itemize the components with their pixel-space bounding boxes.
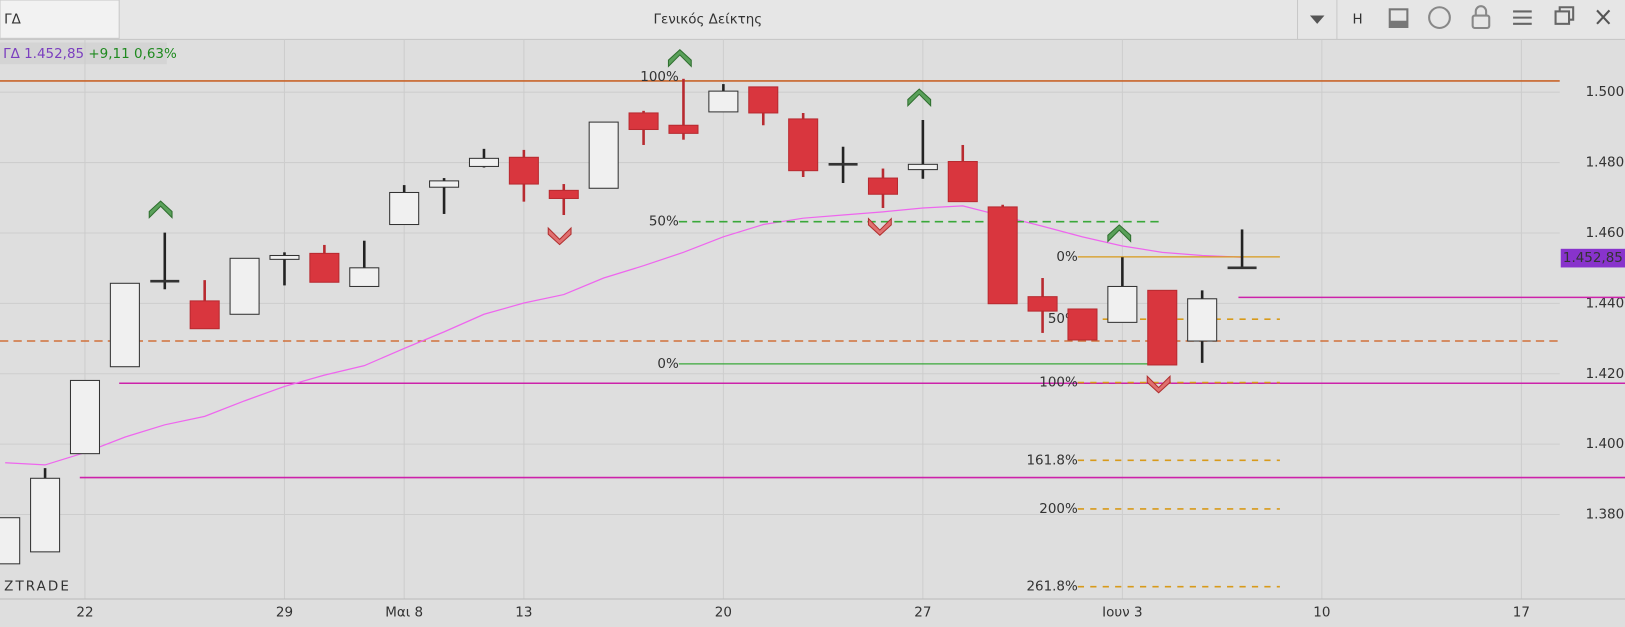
restore-icon-back [1558,6,1575,21]
candle-body [668,124,699,134]
signals [148,49,1171,394]
quote-icon[interactable] [1428,6,1451,30]
fib-label: 100% [640,69,679,85]
lock-shackle [1474,5,1488,16]
fib-label: 0% [657,356,679,372]
candle-body [907,163,938,171]
fib-label: 0% [1056,249,1078,265]
candle-body [69,379,101,455]
info-last: 1.452,85 [24,46,84,62]
buy-signal [148,200,173,219]
y-tick-label: 1.380 [1586,507,1625,523]
candle-body [1027,296,1058,312]
y-tick-label: 1.400 [1586,436,1625,452]
buy-signal [1107,224,1132,243]
info-line: ΓΔ 1.452,85 +9,11 0,63% [3,46,177,62]
candle-body [508,156,539,185]
price-tag-label: 1.452,85 [1563,250,1623,266]
candle-body [0,517,21,565]
candle-body [189,300,220,330]
panel-icon-fill [1389,20,1408,27]
menu-icon[interactable] [1513,10,1532,25]
fib-label: 100% [1039,375,1078,391]
candle-body [429,180,460,188]
y-tick-label: 1.440 [1586,295,1625,311]
candle-body [947,160,978,203]
dropdown[interactable] [1309,15,1325,24]
candle-body [229,257,260,315]
title-bar [0,0,1625,40]
candle-body [1107,285,1138,323]
sell-signal [1146,374,1171,394]
sell-signal [867,217,892,236]
candle-body [468,157,500,167]
info-box [0,42,167,65]
candle-body [867,177,898,195]
candle-body [309,252,340,283]
fib-label: 200% [1039,501,1078,517]
candle-body [30,477,61,553]
mode-button[interactable]: H [1353,12,1363,28]
x-tick-label: Ιουν 3 [1102,604,1142,620]
y-tick-label: 1.460 [1586,225,1625,241]
candle-body [548,189,579,199]
candle-body [269,254,300,260]
y-tick-label: 1.480 [1586,155,1625,171]
y-tick-label: 1.420 [1586,366,1625,382]
x-tick-label: Μαι 8 [385,604,423,620]
candle-body [1067,308,1098,341]
y-tick-label: 1.500 [1586,84,1625,100]
x-tick-label: 20 [715,604,732,620]
candle-body [1147,289,1178,366]
moving-average [5,205,1243,466]
candle-body [628,112,659,131]
candle-body [987,206,1018,305]
buy-signal [907,88,932,107]
restore-icon[interactable] [1554,10,1571,25]
candle-body [349,267,380,287]
x-tick-label: 13 [515,604,532,620]
fib-label: 50% [649,214,679,230]
watermark: ZTRADE [4,579,71,595]
x-tick-label: 29 [276,604,293,620]
plot: 1.500 1.480 1.460 1.440 1.420 1.400 1.380 22 29 Μ… [0,39,1625,620]
candle-body [588,121,619,189]
buy-signal [667,49,692,68]
info-change: +9,11 [88,46,129,62]
x-tick-label: 22 [76,604,93,620]
info-symbol: ΓΔ [3,46,21,62]
price-tag [1560,248,1625,268]
x-tick-label: 17 [1513,604,1530,620]
symbol: ΓΔ [4,12,22,28]
candle-body [708,90,739,113]
candle-body [109,282,140,368]
symbol-box[interactable] [0,0,120,39]
candle-body [788,118,819,172]
info-change-pct: 0,63% [134,46,177,62]
chart-title: Γενικός Δείκτης [653,12,762,28]
x-tick-label: 10 [1313,604,1330,620]
x-tick-label: 27 [914,604,931,620]
fib-label: 161.8% [1026,452,1078,468]
close-icon[interactable] [1596,9,1611,25]
candle-body [748,86,779,114]
candle-body [389,191,420,226]
lock-icon[interactable] [1471,14,1491,30]
candle-body [1187,298,1218,342]
sell-signal [547,226,572,246]
fib-label: 261.8% [1026,579,1078,595]
